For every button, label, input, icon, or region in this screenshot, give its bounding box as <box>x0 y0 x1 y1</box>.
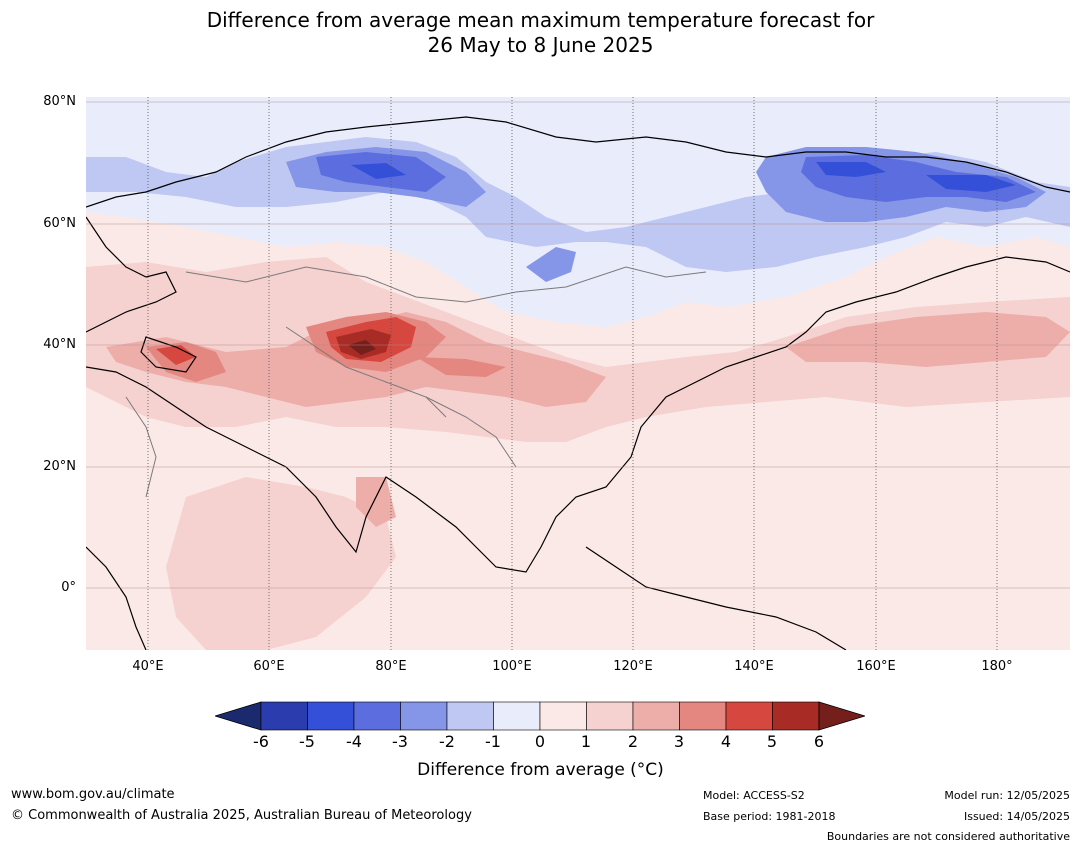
colorbar-segment <box>400 701 448 731</box>
colorbar-tick: -6 <box>253 732 269 751</box>
colorbar-segment <box>772 701 820 731</box>
colorbar-tick: -5 <box>299 732 315 751</box>
lon-label-140e: 140°E <box>734 659 774 674</box>
colorbar-segment <box>679 701 727 731</box>
lon-label-60e: 60°E <box>253 659 285 674</box>
model-run-text: Model run: 12/05/2025 <box>944 789 1070 802</box>
colorbar-extend-low <box>215 701 262 731</box>
colorbar-segments <box>215 701 865 731</box>
colorbar-tick: 6 <box>813 732 825 751</box>
colorbar-segment <box>493 701 541 731</box>
lat-label-20n: 20°N <box>43 459 76 474</box>
title-line-1: Difference from average mean maximum tem… <box>206 8 875 32</box>
colorbar <box>215 701 865 731</box>
colorbar-tick: 3 <box>673 732 685 751</box>
lat-label-40n: 40°N <box>43 337 76 352</box>
colorbar-tick: 5 <box>766 732 778 751</box>
copyright-text: © Commonwealth of Australia 2025, Austra… <box>11 808 472 823</box>
colorbar-segment <box>539 701 587 731</box>
colorbar-tick: -2 <box>439 732 455 751</box>
warm-region-1b <box>166 477 396 650</box>
lon-label-80e: 80°E <box>375 659 407 674</box>
lon-label-180: 180° <box>981 659 1013 674</box>
colorbar-segment <box>353 701 401 731</box>
warm-region-6 <box>348 340 376 355</box>
disclaimer-text: Boundaries are not considered authoritat… <box>826 830 1070 843</box>
country-boundaries <box>125 266 707 498</box>
colorbar-tick: -4 <box>346 732 362 751</box>
lon-label-120e: 120°E <box>613 659 653 674</box>
issued-text: Issued: 14/05/2025 <box>963 810 1070 823</box>
website-link[interactable]: www.bom.gov.au/climate <box>11 787 175 802</box>
lat-label-0: 0° <box>61 580 76 595</box>
colorbar-label: Difference from average (°C) <box>417 760 664 780</box>
colorbar-tick: 0 <box>534 732 546 751</box>
colorbar-tick: -3 <box>392 732 408 751</box>
cold-region-m5 <box>351 162 1016 192</box>
colorbar-segment <box>725 701 773 731</box>
colorbar-segment <box>586 701 634 731</box>
model-text: Model: ACCESS-S2 <box>703 789 805 802</box>
warm-region-3 <box>146 312 506 382</box>
colorbar-tick: 4 <box>720 732 732 751</box>
colorbar-tick: -1 <box>485 732 501 751</box>
colorbar-tick: 2 <box>627 732 639 751</box>
forecast-map <box>86 97 1070 650</box>
colorbar-extend-high <box>818 701 865 731</box>
lon-label-40e: 40°E <box>132 659 164 674</box>
lon-label-100e: 100°E <box>492 659 532 674</box>
colorbar-segment <box>446 701 494 731</box>
map-title: Difference from average mean maximum tem… <box>0 8 1081 58</box>
colorbar-segment <box>307 701 355 731</box>
title-line-2: 26 May to 8 June 2025 <box>427 33 654 57</box>
latitude-gridlines <box>86 101 1070 589</box>
lon-label-160e: 160°E <box>856 659 896 674</box>
lat-label-80n: 80°N <box>43 94 76 109</box>
base-period-text: Base period: 1981-2018 <box>703 810 836 823</box>
colorbar-tick: 1 <box>580 732 592 751</box>
colorbar-segment <box>260 701 308 731</box>
longitude-gridlines <box>147 97 998 650</box>
colorbar-segment <box>632 701 680 731</box>
lat-label-60n: 60°N <box>43 216 76 231</box>
